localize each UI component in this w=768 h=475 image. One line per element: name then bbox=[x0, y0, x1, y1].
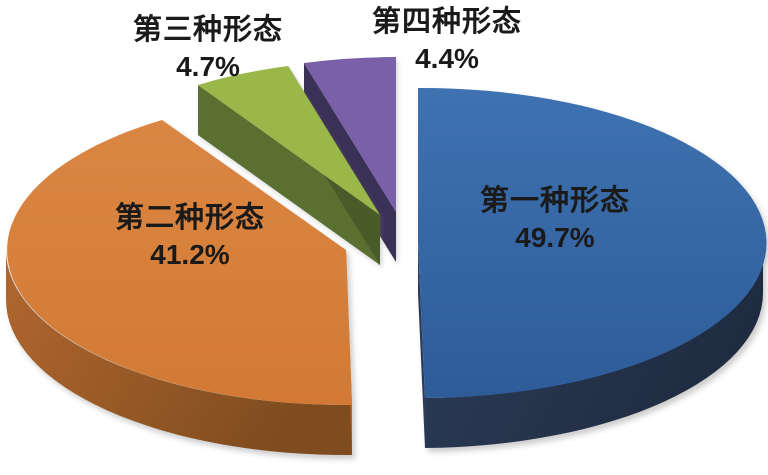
slice-blue-cut-face bbox=[418, 243, 425, 448]
slice-blue-group bbox=[418, 87, 767, 448]
slice-green-group bbox=[198, 66, 380, 265]
slice-blue-top bbox=[418, 87, 767, 399]
slice-green-top bbox=[198, 66, 380, 215]
slice-purple-top bbox=[304, 57, 396, 212]
slice-orange-top bbox=[7, 120, 353, 406]
slice-green-side-left bbox=[198, 85, 380, 265]
slice-orange-group bbox=[5, 120, 353, 456]
slice-blue-rim bbox=[425, 243, 764, 448]
slice-orange-rim bbox=[5, 250, 352, 456]
